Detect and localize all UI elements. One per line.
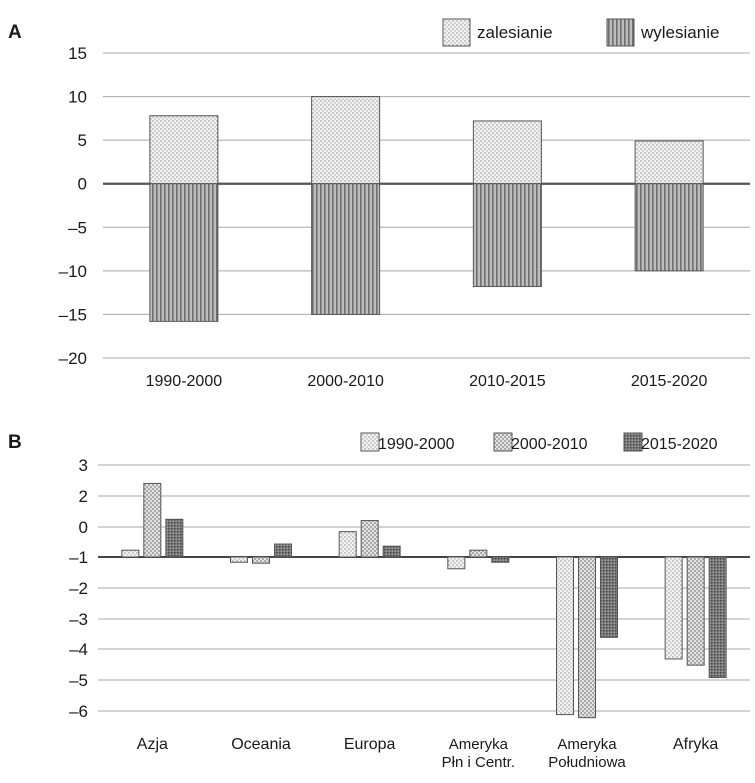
bar-2015-2020-Afryka (708, 556, 727, 679)
bar-2000-2010-Ameryka Południowa (578, 556, 596, 719)
bar-zalesianie-2000-2010 (311, 96, 381, 185)
bar-2015-2020-Ameryka Pln i Centr. (491, 556, 510, 563)
y-tick-label-a: 5 (78, 131, 87, 150)
bar-zalesianie-2010-2015 (472, 120, 542, 185)
y-tick-label-b: –2 (69, 579, 88, 598)
y-tick-label-b: –1 (69, 548, 88, 567)
bar-1990-2000-Ameryka Pln i Centr. (447, 556, 466, 570)
legend-swatch-zalesianie (442, 18, 471, 47)
y-tick-label-a: –15 (59, 305, 87, 324)
bar-1990-2000-Ameryka Południowa (556, 556, 574, 716)
chart-a: 15 10 5 0 –5 –10 –15 –20 1990-2000 2000-2010 2010-… (59, 18, 750, 390)
x-tick-label-b: Płn i Centr. (442, 754, 515, 771)
bar-2015-2020-Azja (165, 518, 184, 558)
bar-wylesianie-1990-2000 (149, 183, 219, 322)
y-tick-label-b: 0 (79, 518, 88, 537)
bar-2000-2010-Ameryka Pln i Centr. (469, 549, 488, 558)
y-tick-label-a: 15 (68, 44, 87, 63)
bar-2015-2020-Europa (382, 545, 401, 558)
x-tick-label-b: Południowa (548, 754, 626, 771)
bar-wylesianie-2015-2020 (634, 183, 704, 272)
y-tick-label-a: 10 (68, 88, 87, 107)
y-tick-label-a: –20 (59, 349, 87, 368)
legend-label-1990-2000: 1990-2000 (378, 436, 455, 453)
bar-2000-2010-Europa (360, 520, 379, 558)
bar-2015-2020-Oceania (274, 543, 292, 558)
x-tick-label-b: Afryka (673, 736, 718, 753)
x-tick-label-b: Ameryka (557, 736, 617, 753)
bar-2015-2020-Ameryka Południowa (600, 556, 618, 638)
y-tick-label-b: 3 (79, 456, 88, 475)
y-tick-label-a: 0 (78, 175, 87, 194)
panel-label-b: B (8, 432, 22, 453)
y-tick-label-a: –5 (68, 218, 87, 237)
legend-swatch-2000-2010 (493, 432, 513, 452)
y-tick-label-b: –4 (69, 640, 88, 659)
bar-1990-2000-Europa (338, 531, 357, 558)
bar-2000-2010-Azja (143, 482, 162, 558)
legend-label-zalesianie: zalesianie (477, 23, 553, 42)
legend-label-wylesianie: wylesianie (640, 23, 719, 42)
legend-label-2000-2010: 2000-2010 (511, 436, 588, 453)
legend-swatch-1990-2000 (360, 432, 380, 452)
legend-swatch-wylesianie (606, 18, 635, 47)
x-tick-label-a: 2015-2020 (631, 373, 708, 390)
x-tick-label-a: 2000-2010 (307, 373, 384, 390)
panel-label-a: A (8, 22, 22, 43)
x-tick-label-a: 1990-2000 (146, 373, 223, 390)
legend-label-2015-2020: 2015-2020 (641, 436, 718, 453)
bar-zalesianie-2015-2020 (634, 140, 704, 185)
y-tick-label-b: 2 (79, 487, 88, 506)
x-tick-label-b: Azja (137, 736, 168, 753)
bar-1990-2000-Afryka (664, 556, 683, 660)
y-tick-label-b: –5 (69, 671, 88, 690)
bar-1990-2000-Azja (121, 549, 140, 558)
bar-wylesianie-2010-2015 (472, 183, 542, 288)
x-tick-label-b: Europa (344, 736, 396, 753)
y-tick-label-b: –6 (69, 702, 88, 721)
x-tick-label-a: 2010-2015 (469, 373, 546, 390)
bar-2000-2010-Afryka (686, 556, 705, 666)
x-tick-label-b: Oceania (231, 736, 291, 753)
legend-swatch-2015-2020 (623, 432, 643, 452)
bar-2000-2010-Oceania (252, 556, 270, 564)
y-tick-label-a: –10 (59, 262, 87, 281)
y-tick-label-b: –3 (69, 610, 88, 629)
bar-wylesianie-2000-2010 (311, 183, 381, 315)
x-tick-label-b: Ameryka (449, 736, 509, 753)
bar-zalesianie-1990-2000 (149, 115, 219, 185)
bar-1990-2000-Oceania (230, 556, 248, 563)
